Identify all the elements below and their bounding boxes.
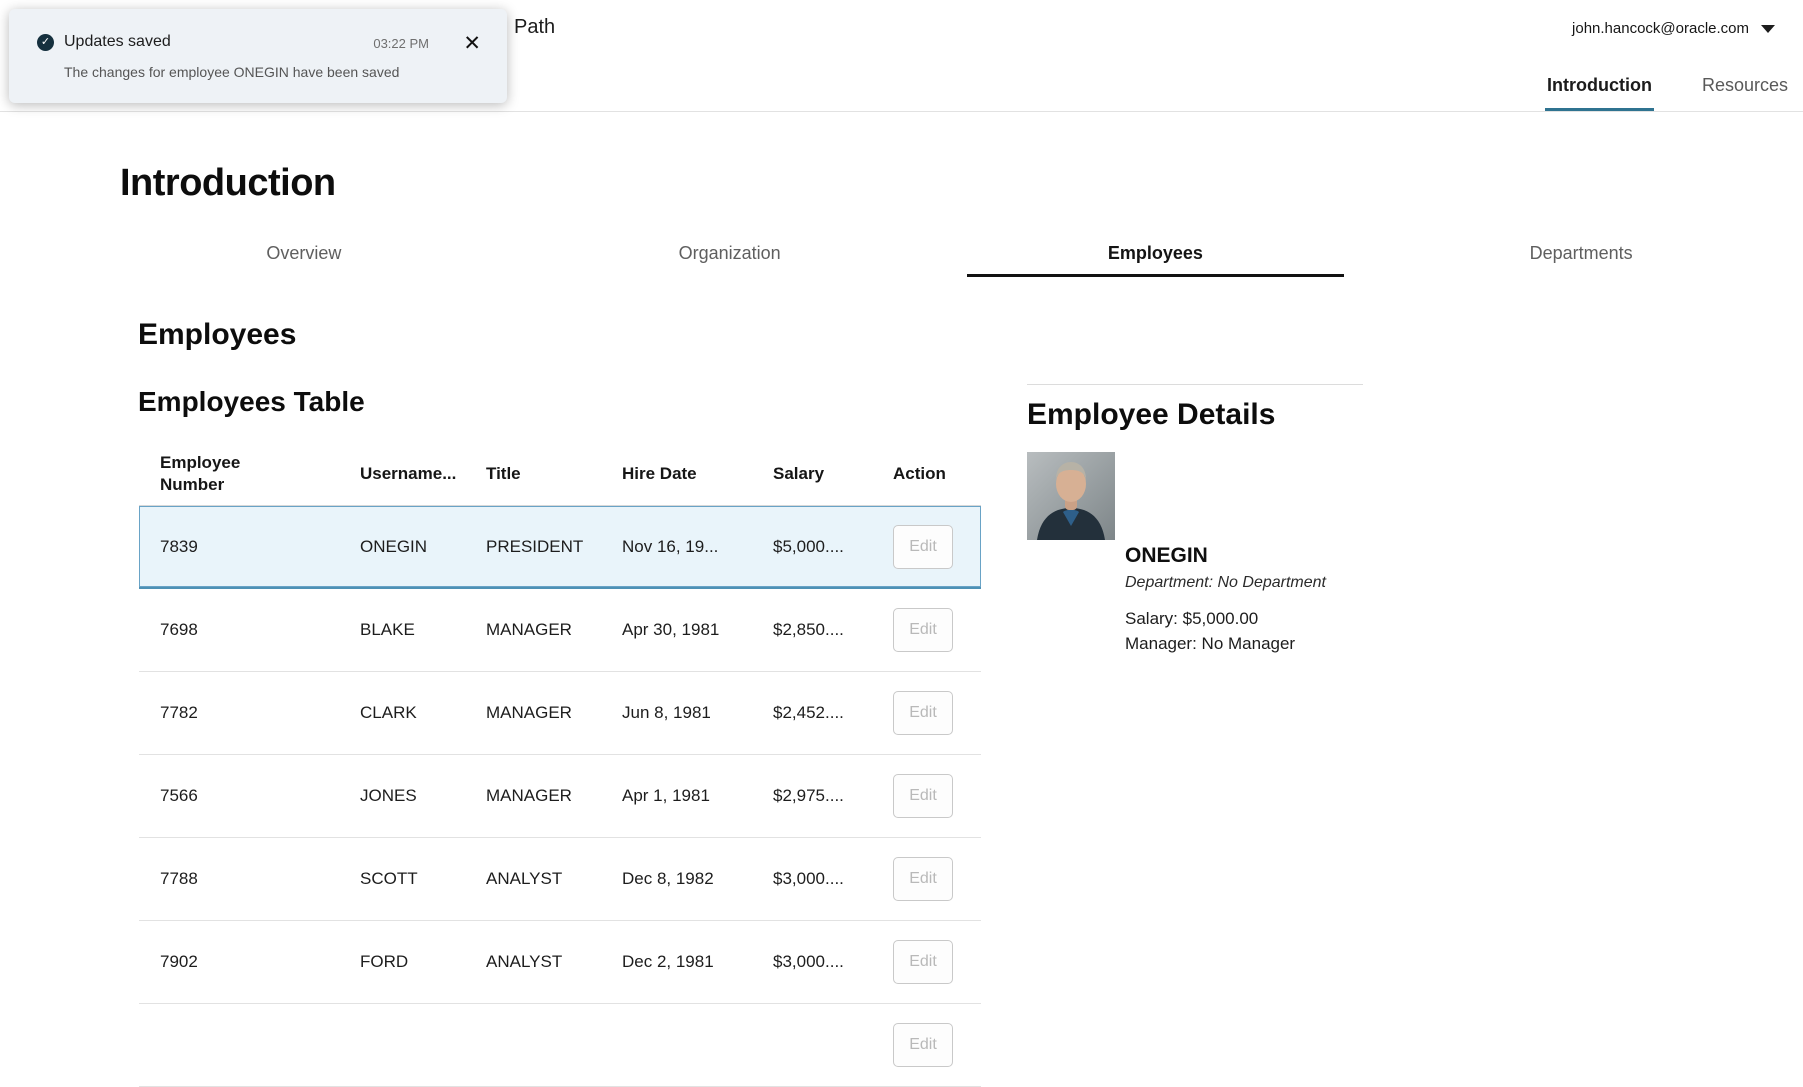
employee-details: ONEGIN Department: No Department Salary:… [1125,544,1485,656]
employee-department: Department: No Department [1125,574,1326,591]
cell-employee_number: 7839 [160,536,198,556]
cell-action: Edit [893,1023,981,1067]
column-header-username: Username... [360,463,457,483]
cell-title: MANAGER [486,786,572,805]
edit-button[interactable]: Edit [893,1023,953,1067]
employee-name: ONEGIN [1125,544,1208,567]
cell-salary: $3,000.... [773,869,844,888]
tab-introduction[interactable]: Introduction [1544,65,1654,111]
cell-action: Edit [893,608,981,652]
table-title: Employees Table [138,386,365,417]
cell-salary: $2,452.... [773,703,844,722]
toast-header: ✓ Updates saved [37,33,487,51]
column-header-title: Title [486,463,521,483]
tab-resources[interactable]: Resources [1701,75,1788,95]
cell-hire_date: Jun 8, 1981 [622,703,711,722]
check-circle-icon: ✓ [37,33,54,51]
cell-salary: $5,000.... [773,536,844,556]
cell-title: PRESIDENT [486,536,584,556]
cell-action: Edit [893,691,981,735]
chevron-down-icon [1761,24,1775,33]
cell-salary: $2,850.... [773,620,844,639]
cell-action: Edit [893,524,981,569]
table-row[interactable]: 7566 JONES MANAGER Apr 1, 1981 $2,975.... Edi… [139,755,981,838]
cell-salary: $2,975.... [773,786,844,805]
cell-action: Edit [893,857,981,901]
cell-employee_number: 7788 [160,869,198,888]
employees-table: Employee Number Username... Title Hire Date… [139,442,981,1087]
cell-username: BLAKE [360,620,415,639]
column-header-hire-date: Hire Date [622,463,697,483]
cell-hire_date: Apr 30, 1981 [622,620,720,639]
column-header-employee-number: Employee Number [160,452,241,494]
cell-title: MANAGER [486,620,572,639]
top-tabs: Introduction Resources [1544,65,1790,111]
toast-message: The changes for employee ONEGIN have bee… [64,64,400,80]
table-row[interactable]: 7698 BLAKE MANAGER Apr 30, 1981 $2,850.... Ed… [139,589,981,672]
cell-employee_number: 7698 [160,620,198,639]
employee-manager: Manager: No Manager [1125,634,1296,653]
table-row[interactable]: 7788 SCOTT ANALYST Dec 8, 1982 $3,000.... Edi… [139,838,981,921]
table-body: 7839 ONEGIN PRESIDENT Nov 16, 19... $5,000..… [139,506,981,1087]
subtab-employees[interactable]: Employees [943,230,1369,277]
edit-button[interactable]: Edit [893,774,953,818]
cell-title: ANALYST [486,869,563,888]
toast-notification: ✓ Updates saved 03:22 PM ✕ The changes f… [9,9,507,103]
table-row[interactable]: 7902 FORD ANALYST Dec 2, 1981 $3,000.... Edit [139,921,981,1004]
subtab-organization[interactable]: Organization [678,243,781,263]
edit-button[interactable]: Edit [893,857,953,901]
employee-salary: Salary: $5,000.00 [1125,609,1259,628]
subtabs: Overview Organization Employees Departments [91,230,1794,277]
column-header-salary: Salary [773,463,825,483]
cell-salary: $3,000.... [773,952,844,971]
cell-action: Edit [893,940,981,984]
cell-title: MANAGER [486,703,572,722]
edit-button[interactable]: Edit [893,691,953,735]
cell-username: ONEGIN [360,536,428,556]
cell-username: SCOTT [360,869,418,888]
cell-employee_number: 7782 [160,703,198,722]
user-menu[interactable]: john.hancock@oracle.com [1572,20,1775,37]
subtab-departments[interactable]: Departments [1529,243,1633,263]
edit-button[interactable]: Edit [893,524,953,569]
toast-title: Updates saved [64,33,171,50]
table-row[interactable]: Edit [139,1004,981,1087]
cell-action: Edit [893,774,981,818]
employee-photo-image [1027,452,1115,540]
cell-hire_date: Dec 8, 1982 [622,869,714,888]
cell-hire_date: Dec 2, 1981 [622,952,714,971]
page-title: Introduction [120,162,336,204]
cell-username: JONES [360,786,417,805]
user-email: john.hancock@oracle.com [1572,20,1749,37]
section-title: Employees [138,318,297,351]
details-title: Employee Details [1027,398,1276,431]
close-icon[interactable]: ✕ [463,32,481,55]
edit-button[interactable]: Edit [893,608,953,652]
cell-employee_number: 7566 [160,786,198,805]
edit-button[interactable]: Edit [893,940,953,984]
employee-photo [1027,452,1115,540]
toast-timestamp: 03:22 PM [373,36,429,51]
cell-title: ANALYST [486,952,563,971]
cell-username: FORD [360,952,409,971]
table-header: Employee Number Username... Title Hire Date… [139,442,981,506]
details-divider [1027,384,1363,385]
column-header-action: Action [893,463,946,483]
app-title-partial: Path [514,16,556,38]
subtab-overview[interactable]: Overview [266,243,342,263]
cell-hire_date: Apr 1, 1981 [622,786,710,805]
table-row[interactable]: 7782 CLARK MANAGER Jun 8, 1981 $2,452.... Edi… [139,672,981,755]
cell-username: CLARK [360,703,417,722]
table-row[interactable]: 7839 ONEGIN PRESIDENT Nov 16, 19... $5,000..… [139,506,981,589]
cell-employee_number: 7902 [160,952,198,971]
cell-hire_date: Nov 16, 19... [622,536,719,556]
